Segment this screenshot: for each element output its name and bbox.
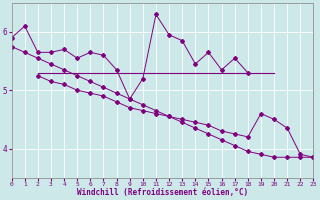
X-axis label: Windchill (Refroidissement éolien,°C): Windchill (Refroidissement éolien,°C) — [77, 188, 248, 197]
